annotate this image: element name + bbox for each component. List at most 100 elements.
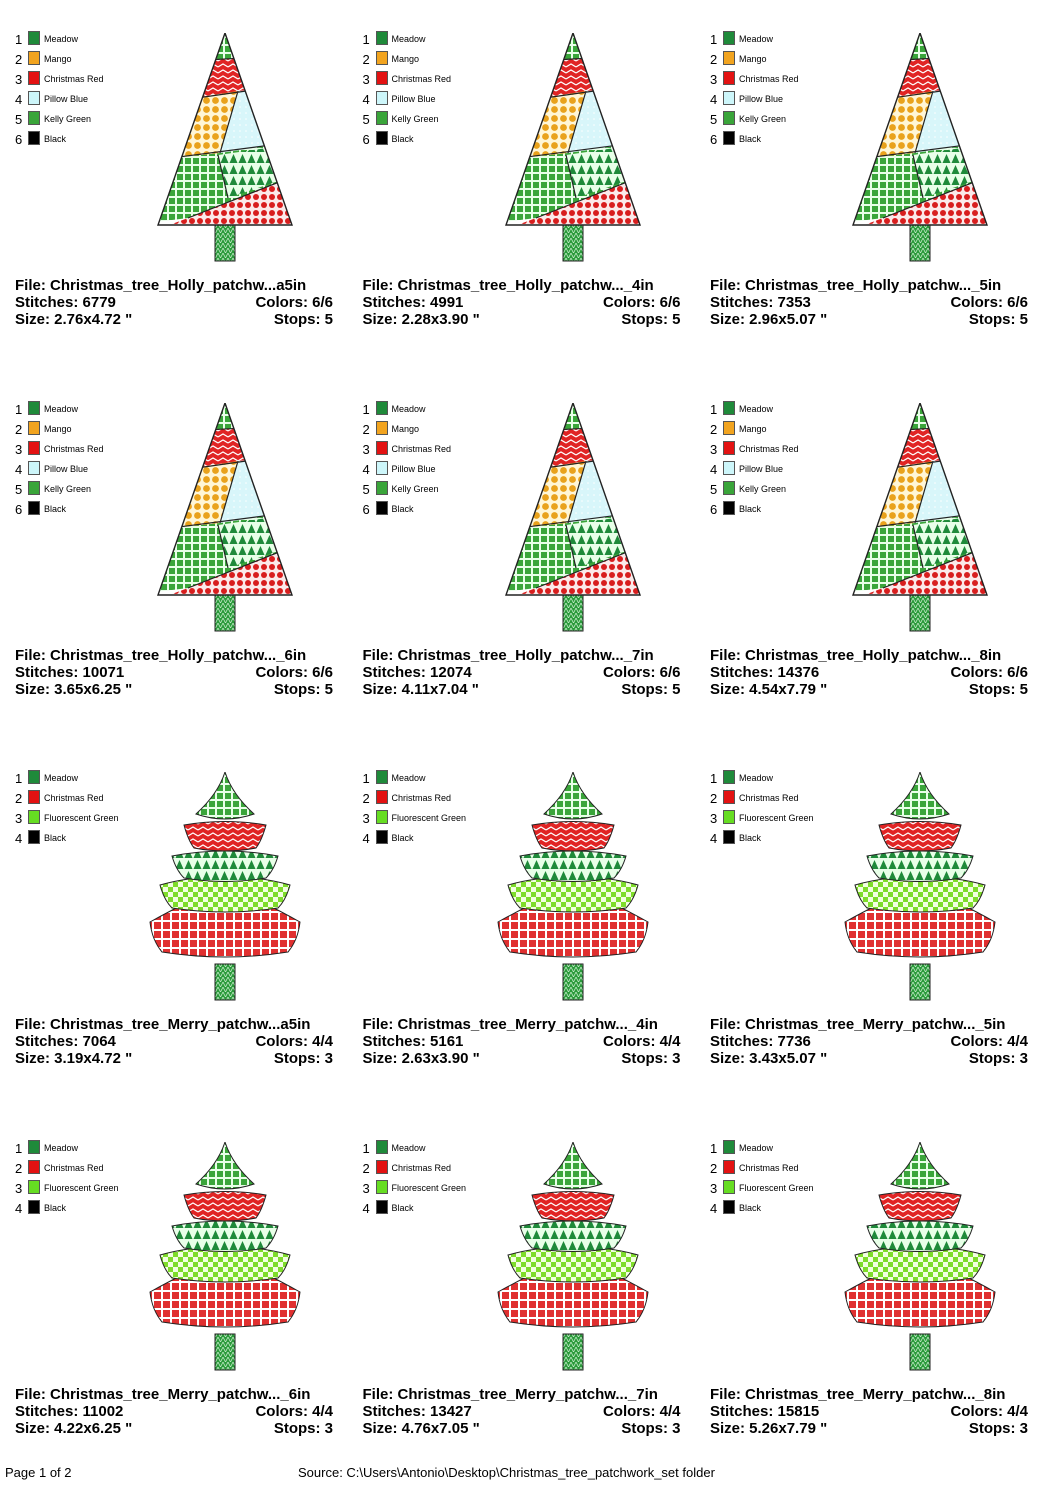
color-entry: 4 Black	[710, 1199, 830, 1219]
color-name: Pillow Blue	[44, 94, 89, 104]
color-name: Meadow	[44, 403, 79, 414]
size-line: Size: 3.43x5.07 " Stops: 3	[710, 1050, 1028, 1067]
color-name: Christmas Red	[44, 443, 104, 454]
color-entry: 3 Christmas Red	[710, 70, 830, 90]
color-name: Christmas Red	[391, 793, 452, 803]
color-entry: 5 Kelly Green	[363, 110, 483, 130]
color-name: Christmas Red	[44, 74, 104, 84]
color-swatch	[375, 1199, 388, 1214]
color-swatch	[28, 460, 40, 475]
color-entry: 5 Kelly Green	[15, 110, 135, 130]
tree-preview	[843, 33, 997, 265]
color-name: Fluorescent Green	[391, 1182, 466, 1193]
color-swatch	[723, 830, 735, 844]
file-name: File: Christmas_tree_Holly_patchw..._8in	[710, 646, 1002, 664]
color-name: Fluorescent Green	[44, 1182, 118, 1193]
color-swatch	[375, 500, 388, 515]
color-swatch	[28, 1199, 40, 1214]
stops: Stops: 5	[273, 680, 333, 698]
color-entry: 4 Black	[15, 1199, 135, 1219]
file-name: File: Christmas_tree_Merry_patchw..._4in	[362, 1016, 658, 1033]
color-name: Kelly Green	[739, 114, 787, 124]
color-name: Meadow	[391, 1142, 426, 1153]
color-number: 3	[362, 811, 370, 826]
stops: Stops: 3	[621, 1050, 681, 1067]
color-entry: 4 Pillow Blue	[363, 460, 483, 480]
color-number: 4	[710, 92, 718, 107]
color-number: 3	[15, 72, 23, 87]
color-number: 1	[15, 32, 23, 47]
color-name: Black	[391, 833, 414, 843]
color-entry: 2 Christmas Red	[363, 1159, 483, 1179]
color-entry: 6 Black	[363, 130, 483, 150]
color-entry: 2 Mango	[710, 50, 830, 70]
color-number: 2	[15, 52, 23, 67]
color-entry: 1 Meadow	[710, 769, 830, 789]
color-entry: 3 Christmas Red	[710, 440, 830, 460]
color-swatch	[723, 440, 735, 455]
stops: Stops: 5	[621, 680, 681, 698]
color-number: 2	[710, 52, 718, 67]
color-number: 4	[15, 92, 23, 107]
color-name: Black	[44, 1202, 67, 1213]
color-name: Mango	[391, 54, 420, 64]
color-swatch	[28, 131, 40, 145]
color-name: Pillow Blue	[739, 463, 784, 474]
color-name: Black	[391, 1202, 414, 1213]
color-entry: 1 Meadow	[363, 1139, 483, 1159]
color-swatch	[723, 131, 735, 145]
color-swatch	[375, 400, 388, 415]
color-swatch	[375, 770, 388, 784]
color-swatch	[28, 71, 40, 85]
size-line: Size: 4.11x7.04 " Stops: 5	[363, 681, 681, 698]
color-swatch	[723, 51, 735, 65]
color-number: 1	[710, 771, 718, 786]
color-number: 3	[710, 1180, 718, 1196]
color-name: Meadow	[391, 403, 426, 414]
color-entry: 6 Black	[363, 500, 483, 520]
design-card: 1 Meadow 2 Christmas Red 3 Fluorescent Green 4…	[710, 769, 1040, 1069]
color-number: 4	[710, 831, 718, 846]
color-swatch	[375, 1179, 388, 1194]
color-number: 3	[710, 441, 718, 457]
color-count: Colors: 6/6	[255, 294, 333, 311]
color-swatch	[375, 91, 388, 105]
file-name: File: Christmas_tree_Merry_patchw...a5in	[15, 1016, 311, 1033]
color-swatch	[28, 830, 40, 844]
color-swatch	[723, 460, 735, 475]
tree-preview	[496, 1142, 650, 1374]
source-path: Source: C:\Users\Antonio\Desktop\Christm…	[298, 1465, 715, 1480]
color-entry: 4 Black	[710, 829, 830, 849]
stitches: Stitches: 15815	[710, 1402, 820, 1420]
color-swatch	[28, 500, 40, 515]
color-number: 2	[362, 1160, 370, 1176]
color-entry: 2 Mango	[363, 420, 483, 440]
color-swatch	[28, 400, 40, 415]
color-name: Meadow	[739, 403, 774, 414]
tree-preview	[496, 772, 650, 1004]
stitches: Stitches: 12074	[362, 663, 472, 681]
color-entry: 4 Black	[363, 1199, 483, 1219]
color-swatch	[375, 1139, 388, 1154]
color-entry: 4 Pillow Blue	[710, 460, 830, 480]
stitches-line: Stitches: 15815 Colors: 4/4	[710, 1403, 1028, 1420]
color-number: 2	[15, 1160, 23, 1176]
design-card: 1 Meadow 2 Mango 3 Christmas Red 4 Pillow Blue 5…	[363, 400, 693, 700]
design-card: 1 Meadow 2 Mango 3 Christmas Red 4 Pillow Blue 5…	[710, 400, 1040, 700]
color-entry: 1 Meadow	[363, 769, 483, 789]
color-swatch	[723, 111, 735, 125]
color-swatch	[375, 51, 388, 65]
design-card: 1 Meadow 2 Christmas Red 3 Fluorescent Green 4…	[710, 1139, 1040, 1439]
color-number: 1	[710, 1140, 718, 1156]
color-entry: 3 Fluorescent Green	[363, 809, 483, 829]
color-entry: 1 Meadow	[710, 400, 830, 420]
color-swatch	[723, 420, 735, 435]
color-swatch	[375, 71, 388, 85]
stops: Stops: 3	[273, 1419, 333, 1437]
tree-preview	[148, 33, 302, 265]
color-swatch	[28, 810, 40, 824]
color-entry: 2 Christmas Red	[710, 789, 830, 809]
stitches: Stitches: 5161	[362, 1033, 464, 1050]
color-entry: 5 Kelly Green	[363, 480, 483, 500]
file-name: File: Christmas_tree_Holly_patchw...a5in	[15, 277, 307, 294]
